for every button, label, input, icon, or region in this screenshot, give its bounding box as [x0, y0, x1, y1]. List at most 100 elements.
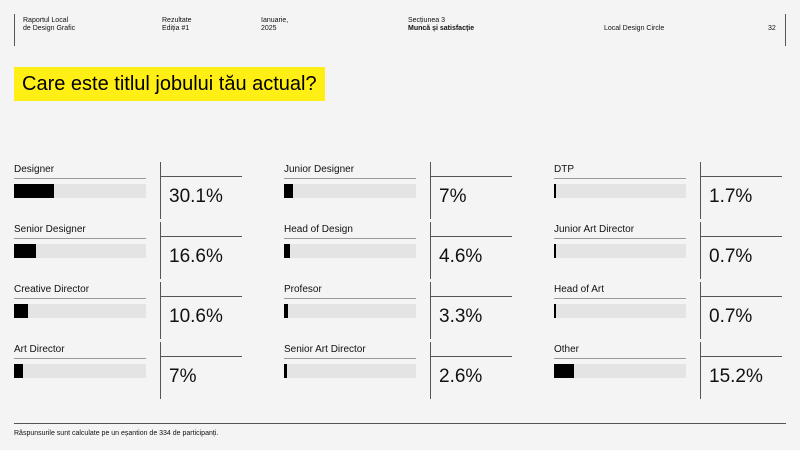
- bar: [284, 244, 291, 258]
- bar-track: [14, 244, 146, 258]
- chart-item: Creative Director 10.6%: [14, 282, 254, 342]
- footer-divider: [14, 423, 786, 424]
- bar-track: [554, 184, 686, 198]
- data-label: 7%: [169, 366, 197, 387]
- bar: [554, 244, 556, 258]
- category-label: Designer: [14, 164, 55, 175]
- data-label: 4.6%: [439, 246, 483, 267]
- chart-item: Junior Art Director 0.7%: [554, 222, 794, 282]
- chart-item: Senior Art Director 2.6%: [284, 342, 524, 402]
- data-label: 3.3%: [439, 306, 483, 327]
- bar-track: [14, 364, 146, 378]
- value-rule: [160, 236, 242, 237]
- page-header: Raportul Local de Design Grafic Rezultat…: [14, 14, 786, 46]
- category-label: Junior Designer: [284, 164, 355, 175]
- value-divider: [430, 282, 431, 339]
- label-underline: [284, 358, 416, 359]
- category-label: Art Director: [14, 344, 65, 355]
- data-label: 0.7%: [709, 246, 753, 267]
- value-divider: [160, 282, 161, 339]
- category-label: Creative Director: [14, 284, 90, 295]
- category-label: Head of Art: [554, 284, 605, 295]
- value-divider: [430, 222, 431, 279]
- question-title: Care este titlul jobului tău actual?: [14, 67, 325, 101]
- chart-item: Head of Design 4.6%: [284, 222, 524, 282]
- bar: [554, 184, 557, 198]
- chart-item: DTP 1.7%: [554, 162, 794, 222]
- data-label: 7%: [439, 186, 467, 207]
- value-rule: [700, 236, 782, 237]
- results-line-1: Rezultate: [162, 17, 192, 24]
- section-info: Secțiunea 3 Muncă și satisfacție: [408, 17, 474, 33]
- bar-track: [554, 304, 686, 318]
- value-rule: [430, 296, 512, 297]
- bar: [284, 364, 288, 378]
- value-rule: [160, 176, 242, 177]
- bar: [554, 364, 575, 378]
- bar-track: [284, 184, 416, 198]
- chart-item: Senior Designer 16.6%: [14, 222, 254, 282]
- data-label: 0.7%: [709, 306, 753, 327]
- value-rule: [160, 356, 242, 357]
- section-title: Muncă și satisfacție: [408, 25, 475, 32]
- category-label: Head of Design: [284, 224, 353, 235]
- report-title-line-1: Raportul Local: [23, 17, 69, 24]
- value-divider: [700, 222, 701, 279]
- bar: [284, 304, 289, 318]
- bar-track: [14, 304, 146, 318]
- value-divider: [160, 342, 161, 399]
- bar: [14, 304, 28, 318]
- bar-track: [284, 244, 416, 258]
- label-underline: [284, 298, 416, 299]
- category-label: DTP: [554, 164, 574, 175]
- value-divider: [430, 342, 431, 399]
- label-underline: [14, 298, 146, 299]
- value-rule: [700, 176, 782, 177]
- report-date: Ianuarie, 2025: [261, 17, 288, 33]
- value-divider: [700, 342, 701, 399]
- value-divider: [160, 162, 161, 219]
- category-label: Profesor: [284, 284, 322, 295]
- category-label: Junior Art Director: [554, 224, 635, 235]
- label-underline: [554, 298, 686, 299]
- bar-track: [14, 184, 146, 198]
- bar-track: [284, 364, 416, 378]
- value-rule: [700, 296, 782, 297]
- label-underline: [14, 238, 146, 239]
- chart-item: Head of Art 0.7%: [554, 282, 794, 342]
- bar-track: [554, 364, 686, 378]
- label-underline: [554, 178, 686, 179]
- data-label: 30.1%: [169, 186, 223, 207]
- date-line-2: 2025: [261, 25, 277, 32]
- data-label: 10.6%: [169, 306, 223, 327]
- results-edition: Rezultate Ediția #1: [162, 17, 192, 33]
- report-title: Raportul Local de Design Grafic: [23, 17, 75, 33]
- value-divider: [160, 222, 161, 279]
- bar: [14, 244, 36, 258]
- org-name: Local Design Circle: [604, 25, 665, 32]
- category-label: Senior Designer: [14, 224, 86, 235]
- value-rule: [430, 356, 512, 357]
- bar: [284, 184, 294, 198]
- category-label: Senior Art Director: [284, 344, 366, 355]
- results-line-2: Ediția #1: [162, 25, 190, 32]
- value-rule: [430, 176, 512, 177]
- category-label: Other: [554, 344, 580, 355]
- chart-item: Designer 30.1%: [14, 162, 254, 222]
- value-rule: [430, 236, 512, 237]
- data-label: 15.2%: [709, 366, 763, 387]
- bar: [14, 364, 24, 378]
- data-label: 2.6%: [439, 366, 483, 387]
- value-divider: [700, 282, 701, 339]
- label-underline: [554, 238, 686, 239]
- bar-track: [554, 244, 686, 258]
- page-number: 32: [768, 25, 776, 32]
- value-rule: [700, 356, 782, 357]
- label-underline: [14, 178, 146, 179]
- bar-track: [284, 304, 416, 318]
- label-underline: [284, 238, 416, 239]
- label-underline: [14, 358, 146, 359]
- bar: [554, 304, 556, 318]
- chart-item: Other 15.2%: [554, 342, 794, 402]
- date-line-1: Ianuarie,: [261, 17, 289, 24]
